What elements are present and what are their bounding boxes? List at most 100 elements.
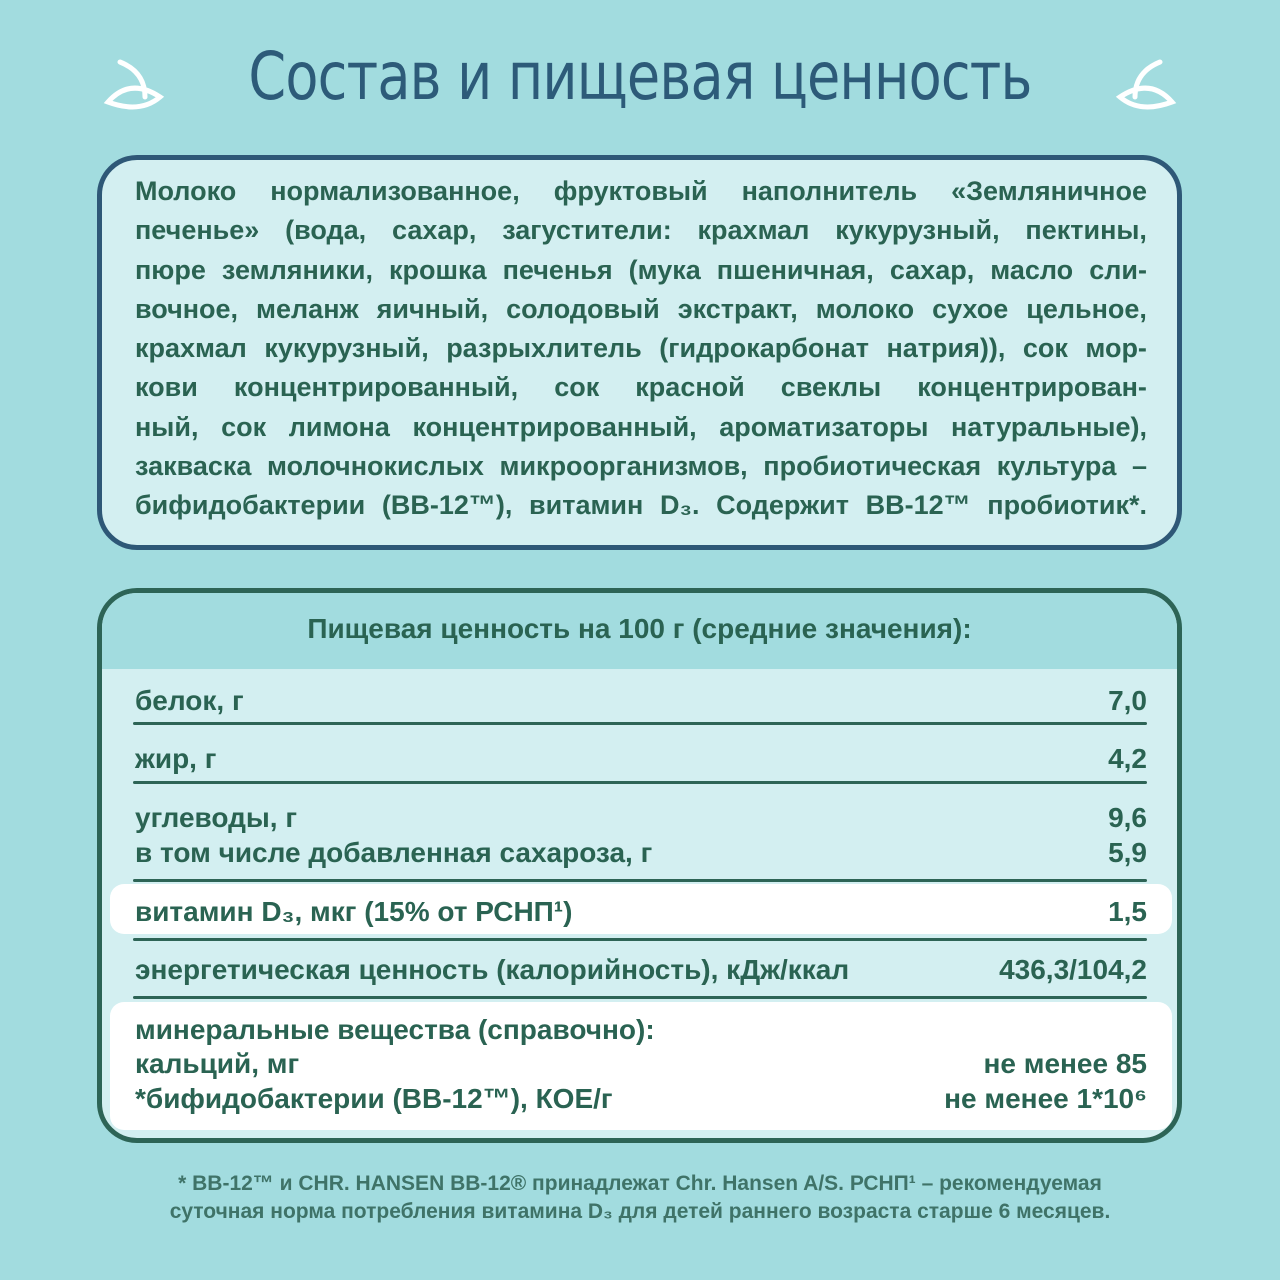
row-label: минеральные вещества (справочно): xyxy=(135,1014,655,1045)
word: масло xyxy=(990,254,1074,285)
word: свеклы xyxy=(780,372,882,403)
row-label: в том числе добавленная сахароза, г xyxy=(135,837,653,868)
word: сок xyxy=(221,411,267,442)
word: сок xyxy=(1022,333,1068,364)
divider xyxy=(133,879,1147,882)
word: сли- xyxy=(1089,254,1147,285)
page-title: Состав и пищевая ценность xyxy=(248,38,1032,115)
row-label: жир, г xyxy=(135,743,217,774)
word: «Земляничное xyxy=(951,176,1147,206)
ingredients-line: кови концентрированный, сок красной свеклы ко… xyxy=(135,368,1147,407)
word: культура xyxy=(996,451,1117,482)
word: ный, xyxy=(135,411,199,442)
word: загустители: xyxy=(502,215,672,246)
highlight-band xyxy=(110,1002,1172,1130)
row-label: витамин D₃, мкг (15% от РСНП¹) xyxy=(135,896,573,927)
word: закваска xyxy=(135,451,252,482)
word: печенье» xyxy=(135,215,260,246)
word: (гидрокарбонат xyxy=(659,333,869,364)
row-label: *бифидобактерии (BB-12™), КОЕ/г xyxy=(135,1083,613,1114)
nutrition-row: *бифидобактерии (BB-12™), КОЕ/г не менее … xyxy=(135,1081,1147,1116)
nutrition-heading: Пищевая ценность на 100 г (средние значе… xyxy=(307,613,972,644)
ingredients-line: ный, сок лимона концентрированный, ароматиза… xyxy=(135,408,1147,447)
word: натуральные), xyxy=(950,411,1147,442)
word: (мука xyxy=(628,254,701,285)
row-label: кальций, мг xyxy=(135,1048,300,1079)
divider xyxy=(133,996,1147,999)
word: вочное, xyxy=(135,293,239,324)
nutrition-row: витамин D₃, мкг (15% от РСНП¹) 1,5 xyxy=(135,894,1147,929)
word: крошка xyxy=(389,254,487,285)
row-value: 7,0 xyxy=(1108,685,1147,716)
word: меланж xyxy=(256,293,359,324)
ingredients-panel xyxy=(97,155,1182,550)
footnote-line: * BB-12™ и CHR. HANSEN BB-12® принадлежа… xyxy=(178,1172,1102,1195)
word: сухое xyxy=(932,293,1009,324)
word: концентрирован- xyxy=(917,372,1147,403)
word: концентрированный, xyxy=(233,372,519,403)
word: кукурузный, xyxy=(264,333,429,364)
word: пюре xyxy=(135,254,206,285)
word: печенья xyxy=(502,254,613,285)
ingredients-line: бифидобактерии (BB-12™), витамин D₃. Сод… xyxy=(135,490,1147,521)
nutrition-header-band xyxy=(102,593,1177,669)
ingredients-line: пюре земляники, крошка печенья (мука пшенична… xyxy=(135,251,1147,290)
row-value: 5,9 xyxy=(1108,837,1147,868)
leaf-icon xyxy=(103,59,165,110)
word: пробиотическая xyxy=(763,451,982,482)
word: красной xyxy=(635,372,745,403)
nutrition-row: энергетическая ценность (калорийность), … xyxy=(135,952,1147,987)
ingredients-line: крахмал кукурузный, разрыхлитель (гидрокарб… xyxy=(135,329,1147,368)
row-label: белок, г xyxy=(135,685,244,716)
row-value: не менее 85 xyxy=(983,1048,1147,1079)
row-value: 4,2 xyxy=(1108,743,1147,774)
row-value: 1,5 xyxy=(1108,896,1147,927)
footnote: * BB-12™ и CHR. HANSEN BB-12® принадлежа… xyxy=(0,1170,1280,1226)
highlight-band xyxy=(110,884,1172,934)
row-value: 9,6 xyxy=(1108,802,1147,833)
word: натрия)), xyxy=(886,333,1006,364)
nutrition-row: кальций, мг не менее 85 xyxy=(135,1046,1147,1081)
word: молочнокислых xyxy=(267,451,484,482)
word: земляники, xyxy=(221,254,374,285)
ingredients-line: закваска молочнокислых микроорганизмов, про… xyxy=(135,447,1147,486)
ingredients-line: печенье» (вода, сахар, загустители: крахмал к… xyxy=(135,211,1147,250)
word: разрыхлитель xyxy=(446,333,642,364)
word: цельное, xyxy=(1026,293,1147,324)
word: яичный, xyxy=(376,293,489,324)
word: фруктовый xyxy=(553,176,708,206)
word: крахмал xyxy=(135,333,247,364)
divider xyxy=(133,938,1147,941)
word: наполнитель xyxy=(741,176,918,206)
word: сахар, xyxy=(391,215,477,246)
nutrition-row: белок, г 7,0 xyxy=(135,683,1147,718)
leaf-icon xyxy=(1115,59,1177,110)
word: сок xyxy=(554,372,600,403)
word: солодовый xyxy=(506,293,660,324)
nutrition-row: жир, г 4,2 xyxy=(135,741,1147,776)
row-value: не менее 1*10⁶ xyxy=(944,1083,1147,1114)
word: кови xyxy=(135,372,198,403)
word: нормализованное, xyxy=(270,176,520,206)
word: Молоко xyxy=(135,176,237,206)
ingredients-line: вочное, меланж яичный, солодовый экстракт, мо… xyxy=(135,290,1147,329)
nutrition-row: углеводы, г 9,6 xyxy=(135,800,1147,835)
nutrition-row: в том числе добавленная сахароза, г 5,9 xyxy=(135,835,1147,870)
footnote-line: суточная норма потребления витамина D₃ д… xyxy=(169,1200,1111,1223)
row-label: энергетическая ценность (калорийность), … xyxy=(135,954,850,985)
word: пшеничная, xyxy=(716,254,874,285)
divider xyxy=(133,781,1147,784)
word: микроорганизмов, xyxy=(499,451,748,482)
word: молоко xyxy=(815,293,915,324)
ingredients-line: Молоко нормализованное, фруктовый наполните… xyxy=(135,172,1147,211)
word: сахар, xyxy=(889,254,975,285)
word: крахмал xyxy=(697,215,810,246)
nutrition-row: минеральные вещества (справочно): xyxy=(135,1012,1147,1047)
word: – xyxy=(1131,451,1147,482)
word: экстракт, xyxy=(677,293,798,324)
word: лимона xyxy=(288,411,390,442)
word: ароматизаторы xyxy=(719,411,929,442)
row-value: 436,3/104,2 xyxy=(999,954,1147,985)
divider xyxy=(133,722,1147,725)
row-label: углеводы, г xyxy=(135,802,298,833)
